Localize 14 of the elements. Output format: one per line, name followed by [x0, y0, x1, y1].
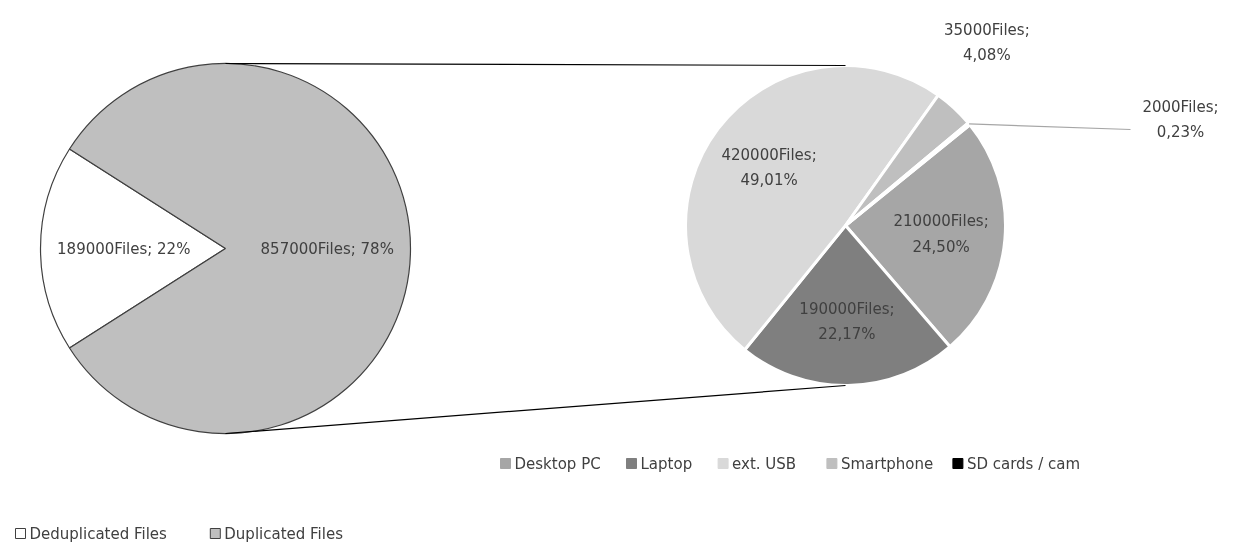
data-label: 189000Files; 22%: [57, 239, 191, 258]
legend-label: Deduplicated Files: [29, 524, 168, 543]
data-label: 420000Files; 49,01%: [721, 145, 817, 189]
legend-label: Laptop: [640, 454, 693, 473]
data-label: 857000Files; 78%: [260, 239, 394, 258]
legend-label: Smartphone: [840, 454, 934, 473]
data-label: 35000Files; 4,08%: [944, 21, 1030, 65]
legend-label: ext. USB: [732, 454, 797, 473]
data-label: 2000Files; 0,23%: [1142, 97, 1219, 142]
data-label: 190000Files; 22,17%: [799, 299, 895, 344]
legend-label: SD cards / cam: [966, 454, 1081, 473]
legend-label: Duplicated Files: [224, 524, 344, 543]
data-label: 210000Files; 24,50%: [893, 212, 989, 256]
legend-label: Desktop PC: [514, 454, 601, 473]
